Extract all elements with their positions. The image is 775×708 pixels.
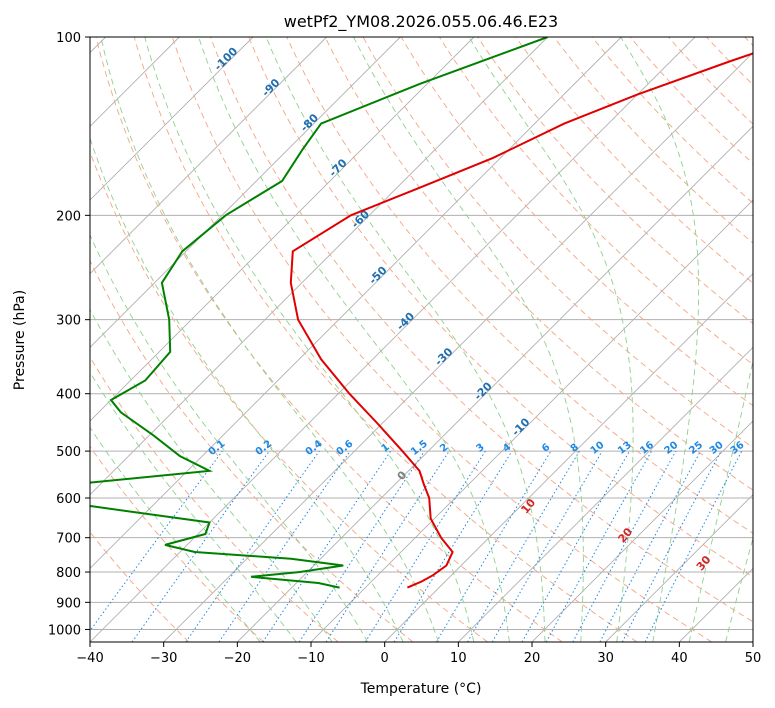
y-tick-label: 200 [56, 209, 81, 224]
moist-adiabat-line [90, 308, 333, 642]
moist-adiabat-line [725, 536, 753, 642]
plot-frame [89, 36, 754, 643]
moist-adiabat-line [620, 37, 700, 642]
moist-adiabat-line [90, 371, 297, 642]
isotherm-line [90, 37, 475, 422]
x-tick-label: −30 [150, 651, 177, 666]
isotherm-line [384, 273, 753, 642]
isotherm-line [90, 37, 548, 496]
dry-adiabat-line [133, 37, 638, 642]
mixing-ratio-line [393, 450, 513, 642]
x-axis-label: Temperature (°C) [360, 681, 482, 697]
dry-adiabat-line [171, 37, 712, 642]
moist-adiabat-line [90, 234, 369, 642]
dry-adiabat-line [400, 37, 753, 407]
y-tick-label: 900 [56, 596, 81, 611]
y-tick-label: 700 [56, 532, 81, 547]
y-tick-label: 400 [56, 388, 81, 403]
mixing-ratio-line [545, 450, 653, 642]
moist-adiabat-line [100, 37, 439, 642]
mixing-ratio-line [185, 450, 320, 642]
y-axis-label: Pressure (hPa) [12, 290, 28, 390]
mixing-ratio-line [644, 450, 743, 642]
dry-adiabat-line [362, 37, 753, 449]
dry-adiabat-line [477, 37, 753, 325]
isotherm-line [605, 494, 753, 642]
mixing-ratio-line [572, 450, 677, 642]
y-tick-label: 600 [56, 492, 81, 507]
dry-adiabat-line [90, 445, 264, 642]
x-tick-label: 0 [381, 651, 389, 666]
moist-adiabat-line [198, 37, 510, 642]
x-tick-label: −40 [76, 651, 103, 666]
isotherm-line [163, 52, 753, 642]
mixing-ratio-line [298, 450, 425, 642]
moist-adiabat-line [688, 358, 753, 642]
isotherm-line [458, 346, 753, 642]
y-tick-label: 800 [56, 566, 81, 581]
x-tick-label: 50 [745, 651, 762, 666]
isotherm-line [90, 37, 254, 201]
y-tick-label: 300 [56, 314, 81, 329]
chart-title: wetPf2_YM08.2026.055.06.46.E23 [284, 12, 558, 32]
dry-adiabat-line [248, 37, 753, 578]
y-axis: 100 200 300 400 500 600 700 800 900 1000 [48, 31, 90, 638]
isotherm-line [531, 420, 753, 642]
isotherm-line [237, 125, 753, 642]
y-tick-label: 500 [56, 445, 81, 460]
dry-adiabat-line [591, 37, 753, 204]
temperature-profile-line [289, 52, 753, 589]
x-tick-label: 10 [450, 651, 467, 666]
x-tick-label: 40 [671, 651, 688, 666]
x-tick-label: −10 [297, 651, 324, 666]
dry-adiabat-line [210, 37, 753, 623]
dewpoint-profile-line [90, 37, 549, 589]
x-tick-label: 20 [524, 651, 541, 666]
moist-adiabat-line [144, 37, 475, 642]
moist-adiabat-line [90, 136, 404, 642]
isotherm-line [90, 37, 327, 275]
mixing-ratio-line [521, 450, 630, 642]
isotherm-line [90, 37, 401, 348]
mixing-ratio-line [218, 450, 351, 642]
moist-adiabat-line [90, 426, 261, 642]
x-tick-label: 30 [597, 651, 614, 666]
mixing-ratio-line [325, 450, 450, 642]
mixing-ratio-line [90, 450, 223, 632]
dry-adiabat-line [90, 259, 414, 642]
moist-adiabat-line [353, 37, 584, 642]
dry-adiabat-line [515, 37, 753, 284]
x-tick-label: −20 [224, 651, 251, 666]
mixing-ratio-line [131, 450, 270, 642]
dry-adiabat-line [324, 37, 753, 491]
isotherm-line [90, 37, 622, 569]
isotherm-line [90, 37, 696, 642]
y-tick-label: 1000 [48, 623, 81, 638]
dry-adiabat-line [629, 37, 753, 165]
moist-adiabat-line [265, 37, 546, 642]
sounding-profiles [90, 37, 753, 589]
background-lines [90, 37, 753, 642]
mixing-ratio-line [262, 450, 392, 642]
y-tick-label: 100 [56, 31, 81, 46]
x-axis: −40 −30 −20 −10 0 10 20 30 40 50 [76, 642, 761, 666]
